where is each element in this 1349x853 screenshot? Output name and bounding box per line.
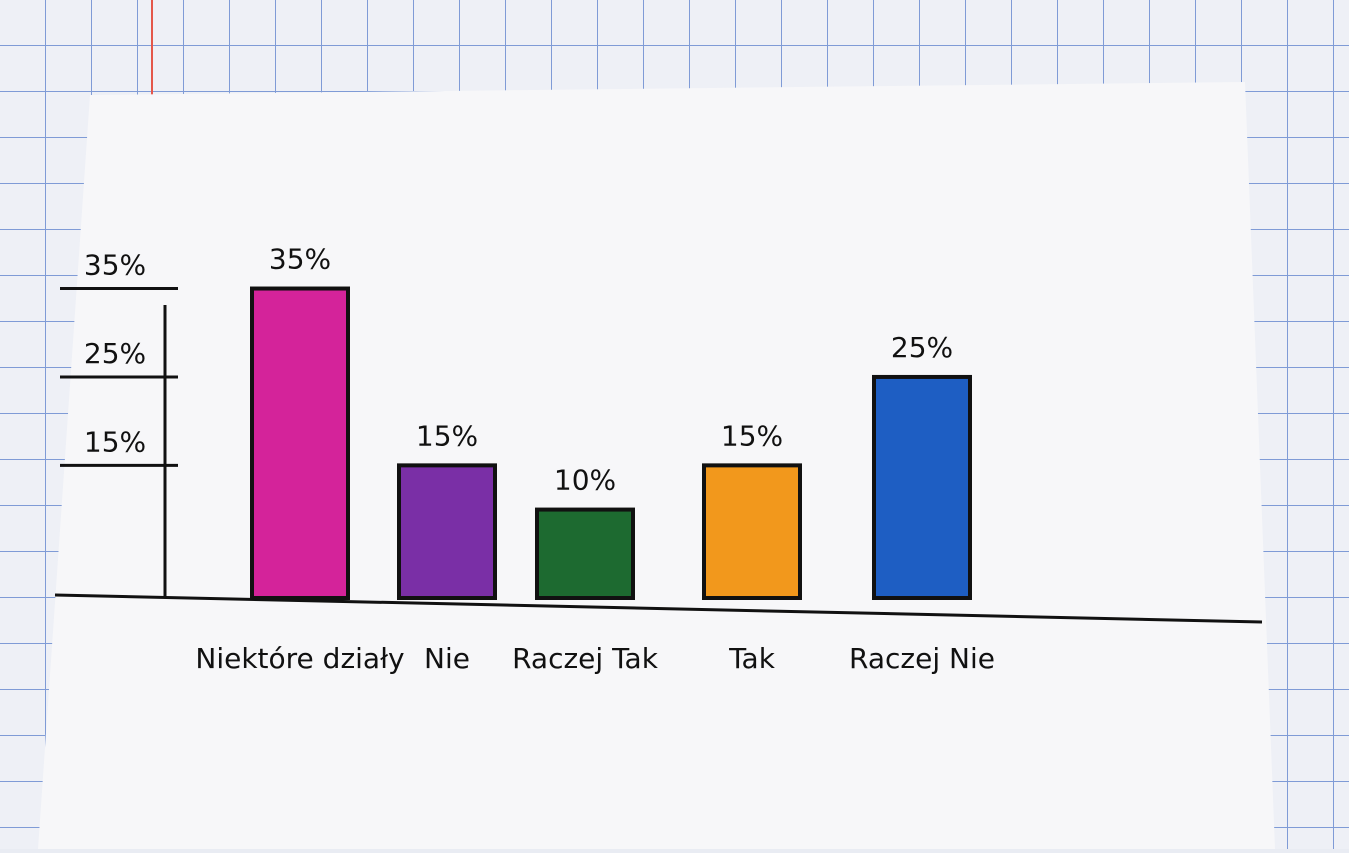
bar [702, 463, 802, 600]
bar [250, 286, 350, 600]
x-tick-label: Raczej Tak [512, 642, 659, 675]
value-label: 15% [416, 419, 478, 452]
value-label: 15% [721, 419, 783, 452]
x-tick-label: Raczej Nie [849, 642, 995, 675]
bar [397, 463, 497, 600]
value-label: 25% [891, 331, 953, 364]
y-tick-label: 15% [84, 425, 146, 458]
paper-card [38, 82, 1275, 849]
y-tick-label: 35% [84, 249, 146, 282]
x-tick-label: Nie [424, 642, 470, 675]
value-label: 35% [269, 243, 331, 276]
bar [872, 374, 972, 600]
y-tick-label: 25% [84, 337, 146, 370]
bar [535, 507, 635, 600]
value-label: 10% [554, 464, 616, 497]
x-tick-label: Niektóre działy [195, 642, 404, 675]
x-tick-label: Tak [728, 642, 776, 675]
